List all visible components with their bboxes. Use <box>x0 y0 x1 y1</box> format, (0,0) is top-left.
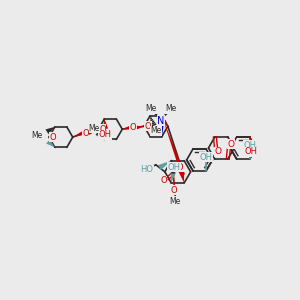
Text: OH: OH <box>168 163 181 172</box>
Polygon shape <box>88 129 98 135</box>
Text: O: O <box>227 140 234 149</box>
Text: O: O <box>130 123 136 132</box>
Text: Me: Me <box>165 104 176 113</box>
Polygon shape <box>122 126 130 130</box>
Text: Me: Me <box>146 104 157 113</box>
Polygon shape <box>46 127 55 134</box>
Text: O: O <box>160 176 167 185</box>
Polygon shape <box>171 172 176 183</box>
Text: Me: Me <box>169 197 181 206</box>
Polygon shape <box>46 140 55 147</box>
Polygon shape <box>162 120 168 126</box>
Polygon shape <box>158 125 164 136</box>
Text: HO: HO <box>140 165 154 174</box>
Text: OH: OH <box>243 141 256 150</box>
Text: O: O <box>82 129 89 138</box>
Text: O: O <box>171 186 178 195</box>
Text: Me: Me <box>31 131 42 140</box>
Polygon shape <box>162 116 185 176</box>
Text: O: O <box>214 147 221 156</box>
Text: OH: OH <box>200 153 212 162</box>
Text: O: O <box>99 125 106 134</box>
Polygon shape <box>73 131 83 137</box>
Text: O: O <box>50 133 56 142</box>
Polygon shape <box>103 119 108 129</box>
Polygon shape <box>158 160 171 170</box>
Text: OH: OH <box>99 130 112 139</box>
Text: OH: OH <box>244 147 257 156</box>
Text: HO: HO <box>29 134 42 143</box>
Text: Me: Me <box>88 124 99 133</box>
Polygon shape <box>136 126 144 130</box>
Text: O: O <box>145 122 151 131</box>
Polygon shape <box>171 160 175 174</box>
Text: O: O <box>177 163 184 172</box>
Polygon shape <box>178 170 184 183</box>
Text: N: N <box>157 116 165 126</box>
Text: Me: Me <box>150 126 162 135</box>
